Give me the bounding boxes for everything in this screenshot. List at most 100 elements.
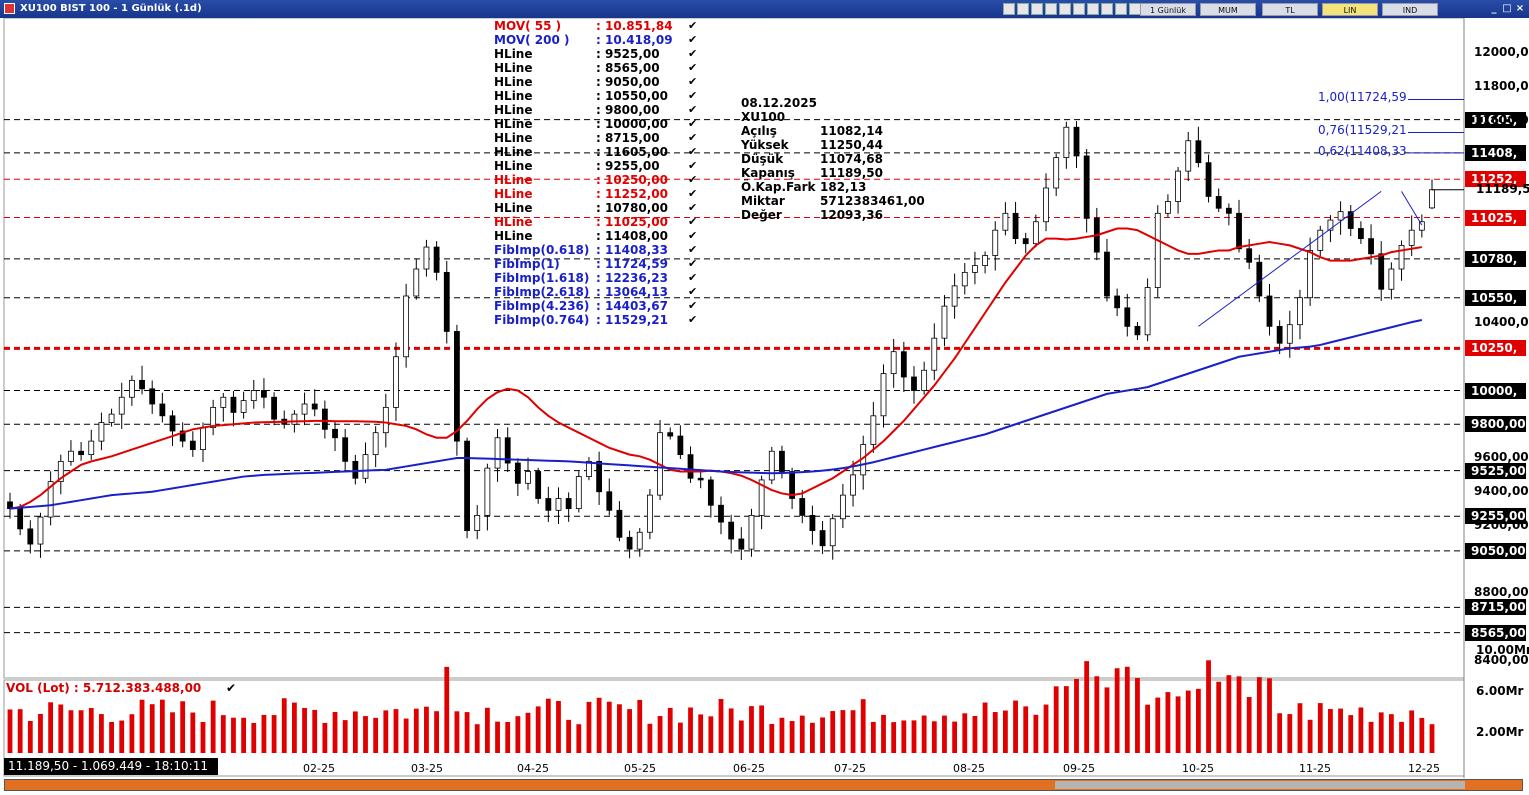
candle-body: [372, 432, 379, 456]
candle-body: [718, 504, 724, 523]
candle-body: [1134, 325, 1141, 336]
candle-body: [1185, 140, 1192, 172]
toolbar-icon-2[interactable]: [1017, 3, 1029, 15]
legend-name-16: FibImp(0.618): [494, 243, 590, 257]
legend-name-10: HLine: [494, 159, 533, 173]
close-icon[interactable]: ×: [1515, 3, 1525, 14]
horizontal-scrollbar[interactable]: [4, 779, 1523, 791]
volume-bar: [58, 704, 64, 753]
volume-bar: [1216, 681, 1222, 753]
legend-value-4: : 9050,00: [596, 75, 660, 89]
candle-body: [1378, 253, 1385, 290]
volume-bar: [769, 723, 775, 753]
volume-bar: [1033, 714, 1039, 753]
tab-2[interactable]: TL: [1262, 3, 1318, 16]
time-axis-label-6: 08-25: [953, 762, 985, 775]
info-value-4: 182,13: [820, 180, 867, 194]
volume-bar: [424, 706, 429, 753]
price-level-label-12: 8715,00: [1465, 599, 1526, 616]
scrollbar-thumb[interactable]: [1055, 781, 1465, 789]
volume-bar: [1175, 696, 1181, 753]
trend-line: [1198, 190, 1382, 327]
toolbar-icon-5[interactable]: [1059, 3, 1071, 15]
window-title: XU100 BIST 100 - 1 Günlük (.1d): [20, 3, 202, 14]
candle-body: [982, 255, 988, 267]
legend-check-icon: ✔: [688, 285, 698, 298]
candle-body: [139, 379, 145, 390]
volume-bar: [870, 721, 876, 753]
candle-body: [1307, 250, 1314, 299]
volume-bar: [231, 717, 236, 753]
volume-bar: [840, 710, 846, 753]
volume-bar: [342, 720, 348, 753]
candle-body: [220, 396, 227, 408]
volume-bar: [982, 702, 988, 753]
price-axis-label-1: 11800,00: [1474, 78, 1529, 93]
candle-body: [47, 481, 54, 518]
volume-bar: [1013, 700, 1018, 753]
tab-4[interactable]: IND: [1382, 3, 1438, 16]
volume-bar: [627, 709, 632, 753]
volume-bar: [1246, 696, 1252, 753]
title-bar: XU100 BIST 100 - 1 Günlük (.1d) 1 Günlük…: [0, 0, 1529, 18]
volume-bar: [708, 716, 714, 753]
candle-body: [1388, 268, 1395, 290]
price-level-label-10: 9255,00: [1465, 508, 1526, 525]
volume-bar: [1287, 714, 1293, 753]
info-value-0: 11082,14: [820, 124, 884, 138]
toolbar-icon-4[interactable]: [1045, 3, 1057, 15]
volume-bar: [312, 709, 318, 753]
candle-body: [413, 268, 420, 297]
tab-1[interactable]: MUM: [1200, 3, 1256, 16]
info-value-6: 12093,36: [820, 208, 884, 222]
trend-line-2: [1401, 191, 1423, 226]
legend-check-icon: ✔: [688, 271, 698, 284]
candle-body: [250, 390, 257, 402]
candle-body: [1337, 211, 1344, 221]
candle-body: [1347, 211, 1354, 229]
legend-value-14: : 11025,00: [596, 215, 668, 229]
legend-name-11: HLine: [494, 173, 533, 187]
legend-name-3: HLine: [494, 61, 533, 75]
legend-check-icon: ✔: [688, 159, 698, 172]
candle-body: [738, 538, 745, 550]
volume-bar: [1388, 714, 1394, 753]
candle-body: [819, 530, 826, 547]
volume-bar: [1277, 713, 1283, 753]
volume-bar: [484, 707, 490, 753]
volume-bar: [505, 721, 511, 753]
price-level-label-8: 9800,00: [1465, 416, 1526, 433]
candle-body: [1053, 157, 1060, 189]
price-level-label-7: 10000,: [1465, 382, 1526, 399]
toolbar-icon-8[interactable]: [1101, 3, 1113, 15]
legend-value-7: : 10000,00: [596, 117, 668, 131]
tab-0[interactable]: 1 Günlük: [1140, 3, 1196, 16]
legend-value-11: : 10250,00: [596, 173, 668, 187]
candle-body: [900, 351, 907, 378]
toolbar-icon-6[interactable]: [1073, 3, 1085, 15]
toolbar-icon-1[interactable]: [1003, 3, 1015, 15]
candle-body: [1195, 140, 1202, 164]
legend-check-icon: ✔: [688, 19, 698, 32]
legend-check-icon: ✔: [688, 299, 698, 312]
toolbar-icon-7[interactable]: [1087, 3, 1099, 15]
volume-bar: [1094, 676, 1100, 753]
price-axis-label-7: 8800,00: [1474, 585, 1529, 599]
volume-bar: [99, 714, 104, 753]
volume-bar: [1328, 709, 1333, 753]
volume-bar: [464, 712, 470, 753]
legend-value-0: : 10.851,84: [596, 19, 673, 33]
minimize-icon[interactable]: _: [1491, 3, 1497, 14]
candle-body: [880, 373, 887, 417]
volume-bar: [261, 714, 267, 753]
toolbar-icon-3[interactable]: [1031, 3, 1043, 15]
candle-body: [78, 450, 84, 456]
candle-body: [1215, 196, 1222, 209]
candle-body: [1246, 248, 1253, 263]
maximize-icon[interactable]: □: [1502, 3, 1512, 14]
toolbar-icon-9[interactable]: [1115, 3, 1127, 15]
tab-3[interactable]: LIN: [1322, 3, 1378, 16]
candle-body: [839, 494, 846, 520]
candle-body: [941, 305, 948, 339]
price-chart[interactable]: [0, 18, 1529, 795]
